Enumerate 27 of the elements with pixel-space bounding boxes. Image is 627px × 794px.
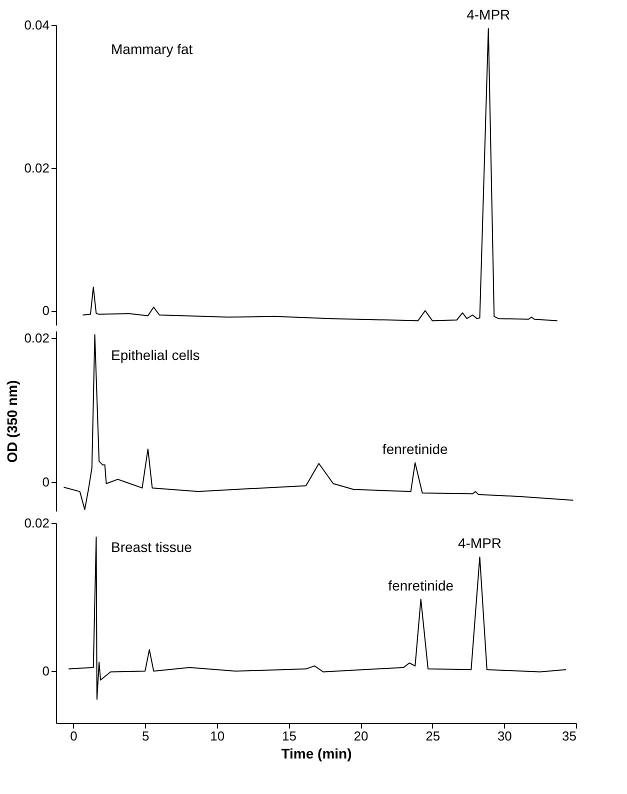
annotation: Mammary fat bbox=[111, 41, 193, 57]
y-tick-label: 0.04 bbox=[24, 18, 50, 32]
annotation: Breast tissue bbox=[111, 539, 192, 555]
line-series bbox=[68, 536, 566, 700]
x-tick-label: 15 bbox=[282, 728, 296, 744]
y-tick-label: 0.02 bbox=[24, 160, 50, 176]
x-tick-label: 5 bbox=[142, 728, 150, 744]
x-tick-label: 30 bbox=[497, 728, 512, 744]
x-tick-label: 25 bbox=[426, 728, 440, 744]
y-tick-label: 0.02 bbox=[24, 516, 50, 530]
x-tick-label: 0 bbox=[70, 728, 78, 744]
y-tick-label: 0 bbox=[42, 664, 50, 679]
annotation: Epithelial cells bbox=[111, 347, 200, 363]
x-axis-title: Time (min) bbox=[281, 746, 352, 762]
annotation: 4-MPR bbox=[458, 535, 502, 552]
annotation: 4-MPR bbox=[466, 6, 510, 23]
annotation: fenretinide bbox=[388, 577, 454, 594]
y-axis-title: OD (350 nm) bbox=[4, 380, 20, 463]
line-series bbox=[82, 28, 558, 322]
y-tick-label: 0 bbox=[42, 474, 50, 490]
annotation: fenretinide bbox=[382, 440, 448, 457]
line-series bbox=[63, 334, 574, 510]
y-tick-label: 0 bbox=[42, 303, 50, 318]
y-tick-label: 0.02 bbox=[24, 330, 50, 346]
x-tick-label: 20 bbox=[354, 728, 368, 744]
x-tick-label: 10 bbox=[210, 728, 225, 744]
x-tick-label: 35 bbox=[562, 728, 576, 744]
